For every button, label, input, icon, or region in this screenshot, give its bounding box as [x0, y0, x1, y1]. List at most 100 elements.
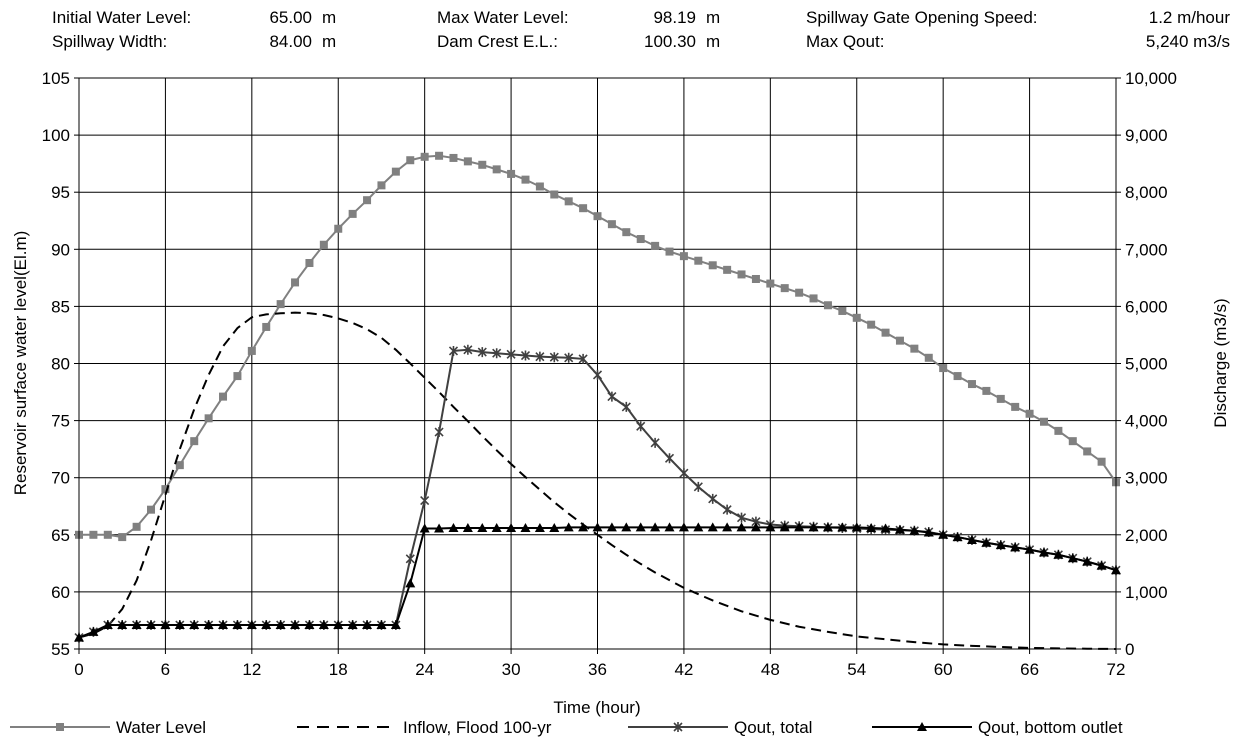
data-point-qout-bottom-outlet: [347, 620, 358, 630]
data-point-qout-bottom-outlet: [405, 578, 416, 588]
legend-label-water-level: Water Level: [116, 718, 206, 737]
data-point-qout-bottom-outlet: [1082, 556, 1093, 566]
data-point-qout-bottom-outlet: [362, 620, 373, 630]
data-point-qout-total: [621, 401, 631, 412]
x-tick-label: 60: [934, 660, 953, 679]
data-point-qout-bottom-outlet: [750, 522, 761, 532]
legend: Water Level Inflow, Flood 100-yr Qout, tot…: [10, 718, 1123, 737]
plot-area-border: [78, 77, 1117, 650]
legend-marker-water-level: [56, 723, 64, 731]
data-point-qout-total: [564, 352, 574, 363]
series-qout-bottom-outlet: [74, 522, 1121, 642]
x-tick-label: 6: [161, 660, 170, 679]
data-point-qout-total: [420, 495, 430, 506]
data-point-qout-bottom-outlet: [952, 532, 963, 542]
data-point-qout-total: [636, 421, 646, 432]
y-tick-label: 100: [42, 126, 70, 145]
data-point-water-level: [175, 461, 184, 470]
data-point-qout-bottom-outlet: [275, 620, 286, 630]
data-point-qout-bottom-outlet: [822, 522, 833, 532]
y-tick-label: 80: [51, 355, 70, 374]
y2-tick-label: 5,000: [1125, 355, 1168, 374]
data-point-water-level: [665, 247, 674, 256]
spillway-width-value: 84.00: [269, 32, 312, 51]
max-water-level-unit: m: [706, 8, 721, 27]
data-point-qout-total: [693, 481, 703, 492]
data-point-qout-bottom-outlet: [592, 522, 603, 532]
grid-lines: [78, 77, 1117, 650]
data-point-water-level: [795, 288, 804, 297]
legend-label-qout-total: Qout, total: [734, 718, 812, 737]
data-point-qout-total: [448, 345, 459, 356]
data-point-qout-bottom-outlet: [246, 620, 257, 630]
data-point-qout-bottom-outlet: [146, 620, 157, 630]
data-point-water-level: [694, 256, 703, 265]
initial-water-level-label: Initial Water Level:: [52, 8, 192, 27]
y-tick-label: 65: [51, 526, 70, 545]
data-point-water-level: [348, 209, 357, 218]
data-point-water-level: [420, 152, 429, 161]
data-point-qout-bottom-outlet: [851, 522, 862, 532]
data-point-water-level: [449, 153, 458, 162]
y-axis-title: Reservoir surface water level(El.m): [11, 231, 30, 496]
data-point-water-level: [1054, 426, 1063, 435]
data-point-qout-bottom-outlet: [578, 522, 589, 532]
data-point-qout-bottom-outlet: [1038, 547, 1049, 557]
data-point-water-level: [147, 505, 156, 514]
legend-item-water-level: Water Level: [10, 718, 206, 737]
legend-item-qout-total: Qout, total: [628, 718, 812, 737]
y2-tick-label: 1,000: [1125, 583, 1168, 602]
x-tick-label: 30: [502, 660, 521, 679]
x-tick-label: 66: [1020, 660, 1039, 679]
data-point-qout-bottom-outlet: [635, 522, 646, 532]
data-point-qout-bottom-outlet: [794, 522, 805, 532]
data-point-water-level: [982, 386, 991, 395]
data-point-qout-bottom-outlet: [606, 522, 617, 532]
data-point-qout-total: [592, 369, 603, 380]
left-axis-ticks: 55 60 65 70 75 80 85 90 95 100 105: [42, 69, 79, 659]
data-point-water-level: [291, 278, 300, 287]
data-point-water-level: [636, 235, 645, 244]
data-point-qout-bottom-outlet: [923, 527, 934, 537]
data-point-qout-bottom-outlet: [419, 523, 430, 533]
data-point-water-level: [276, 300, 285, 309]
data-point-water-level: [1025, 409, 1034, 418]
legend-item-inflow-flood-100-yr: Inflow, Flood 100-yr: [297, 718, 552, 737]
legend-label-qout-bottom-outlet: Qout, bottom outlet: [978, 718, 1123, 737]
data-point-water-level: [910, 344, 919, 353]
x-tick-label: 12: [242, 660, 261, 679]
data-point-qout-total: [736, 512, 747, 523]
y2-tick-label: 9,000: [1125, 126, 1168, 145]
data-point-water-level: [550, 190, 559, 199]
max-qout-value: 5,240 m3/s: [1145, 32, 1230, 51]
y2-tick-label: 6,000: [1125, 297, 1168, 316]
data-point-water-level: [1083, 447, 1092, 456]
data-point-water-level: [132, 522, 141, 531]
data-point-qout-bottom-outlet: [462, 522, 473, 532]
data-point-water-level: [708, 261, 717, 270]
data-point-water-level: [751, 274, 760, 283]
data-point-qout-bottom-outlet: [866, 522, 877, 532]
data-point-qout-bottom-outlet: [477, 522, 488, 532]
data-point-water-level: [521, 175, 530, 184]
data-point-water-level: [305, 259, 314, 268]
data-point-qout-total: [607, 391, 617, 402]
data-point-qout-bottom-outlet: [102, 620, 113, 630]
y2-tick-label: 10,000: [1125, 69, 1177, 88]
data-point-qout-total: [492, 348, 502, 359]
data-point-qout-bottom-outlet: [203, 620, 214, 630]
data-point-water-level: [723, 265, 732, 274]
x-tick-label: 18: [329, 660, 348, 679]
data-point-qout-bottom-outlet: [621, 522, 632, 532]
data-point-water-level: [852, 313, 861, 322]
data-point-qout-bottom-outlet: [232, 620, 243, 630]
y-tick-label: 95: [51, 183, 70, 202]
data-point-water-level: [363, 196, 372, 205]
dam-crest-unit: m: [706, 32, 721, 51]
data-point-water-level: [867, 320, 876, 329]
data-point-qout-bottom-outlet: [808, 522, 819, 532]
series-inflow-flood-100-yr: [78, 311, 1117, 650]
data-point-qout-bottom-outlet: [1067, 553, 1078, 563]
data-point-qout-bottom-outlet: [563, 522, 574, 532]
data-point-water-level: [953, 372, 962, 381]
